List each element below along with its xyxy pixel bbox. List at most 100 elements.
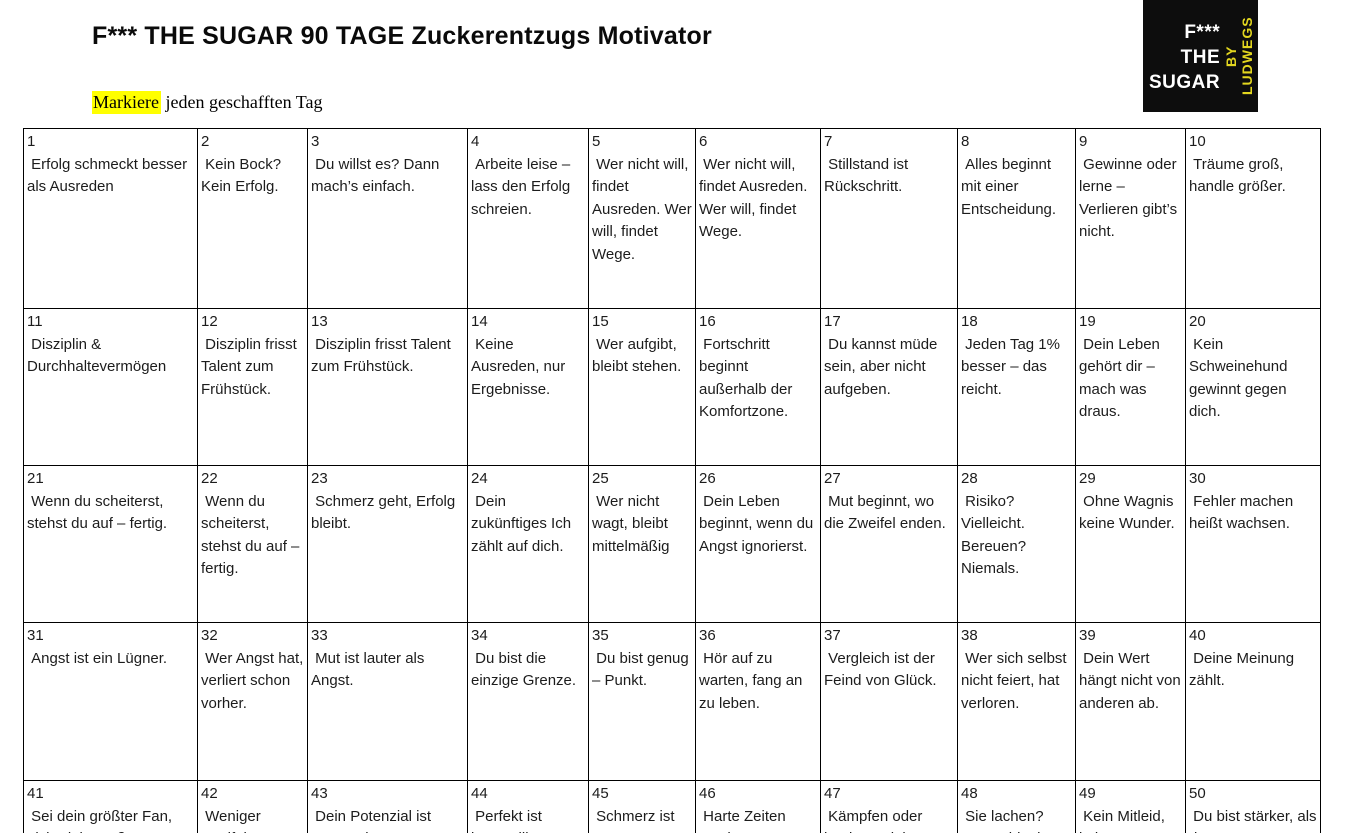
day-number: 4 bbox=[471, 133, 480, 150]
day-cell[interactable]: 39 Dein Wert hängt nicht von anderen ab. bbox=[1075, 622, 1186, 781]
day-quote: Perfekt ist langweilig bbox=[471, 807, 542, 833]
day-number: 32 bbox=[201, 627, 218, 644]
day-cell[interactable]: 11 Disziplin & Durchhaltevermögen bbox=[23, 308, 198, 466]
day-cell[interactable]: 50 Du bist stärker, als du bbox=[1185, 780, 1321, 833]
day-quote: Mut ist lauter als Angst. bbox=[311, 649, 428, 690]
brand-logo: F*** THE SUGAR BY LUDWEGS bbox=[1143, 0, 1258, 112]
day-cell[interactable]: 26 Dein Leben beginnt, wenn du Angst ign… bbox=[695, 465, 821, 623]
day-cell[interactable]: 1 Erfolg schmeckt besser als Ausreden bbox=[23, 128, 198, 309]
day-cell[interactable]: 15 Wer aufgibt, bleibt stehen. bbox=[588, 308, 696, 466]
day-quote: Keine Ausreden, nur Ergebnisse. bbox=[471, 335, 570, 398]
day-quote: Deine Meinung zählt. bbox=[1189, 649, 1299, 690]
day-quote: Vergleich ist der Feind von Glück. bbox=[824, 649, 940, 690]
day-cell[interactable]: 17 Du kannst müde sein, aber nicht aufge… bbox=[820, 308, 958, 466]
day-cell[interactable]: 37 Vergleich ist der Feind von Glück. bbox=[820, 622, 958, 781]
day-cell[interactable]: 6 Wer nicht will, findet Ausreden. Wer w… bbox=[695, 128, 821, 309]
day-quote: Wer nicht will, findet Ausreden. Wer wil… bbox=[699, 155, 812, 241]
calendar-row: 21 Wenn du scheiterst, stehst du auf – f… bbox=[23, 465, 1321, 623]
day-cell[interactable]: 36 Hör auf zu warten, fang an zu leben. bbox=[695, 622, 821, 781]
day-number: 12 bbox=[201, 313, 218, 330]
day-quote: Wenn du scheiterst, stehst du auf – fert… bbox=[201, 492, 304, 578]
day-cell[interactable]: 45 Schmerz ist temporär – bbox=[588, 780, 696, 833]
day-cell[interactable]: 44 Perfekt ist langweilig bbox=[467, 780, 589, 833]
day-number: 1 bbox=[27, 133, 36, 150]
day-quote: Du willst es? Dann mach’s einfach. bbox=[311, 155, 444, 196]
motivator-table: 1 Erfolg schmeckt besser als Ausreden 2 K… bbox=[23, 128, 1321, 833]
day-cell[interactable]: 3 Du willst es? Dann mach’s einfach. bbox=[307, 128, 468, 309]
day-quote: Kein Bock? Kein Erfolg. bbox=[201, 155, 286, 196]
day-quote: Gewinne oder lerne – Verlieren gibt’s ni… bbox=[1079, 155, 1182, 241]
day-number: 17 bbox=[824, 313, 841, 330]
day-number: 43 bbox=[311, 785, 328, 802]
day-quote: Wer nicht will, findet Ausreden. Wer wil… bbox=[592, 155, 692, 263]
day-quote: Wenn du scheiterst, stehst du auf – fert… bbox=[27, 492, 168, 533]
day-number: 47 bbox=[824, 785, 841, 802]
day-number: 9 bbox=[1079, 133, 1088, 150]
day-cell[interactable]: 2 Kein Bock? Kein Erfolg. bbox=[197, 128, 308, 309]
day-cell[interactable]: 16 Fortschritt beginnt außerhalb der Kom… bbox=[695, 308, 821, 466]
day-quote: Fortschritt beginnt außerhalb der Komfor… bbox=[699, 335, 797, 421]
day-cell[interactable]: 28 Risiko? Vielleicht. Bereuen? Niemals. bbox=[957, 465, 1076, 623]
day-cell[interactable]: 48 Sie lachen? Warte, bis du bbox=[957, 780, 1076, 833]
day-cell[interactable]: 32 Wer Angst hat, verliert schon vorher. bbox=[197, 622, 308, 781]
day-cell[interactable]: 46 Harte Zeiten machen bbox=[695, 780, 821, 833]
day-cell[interactable]: 13 Disziplin frisst Talent zum Frühstück… bbox=[307, 308, 468, 466]
day-cell[interactable]: 25 Wer nicht wagt, bleibt mittelmäßig bbox=[588, 465, 696, 623]
day-cell[interactable]: 5 Wer nicht will, findet Ausreden. Wer w… bbox=[588, 128, 696, 309]
instruction-highlight: Markiere bbox=[92, 91, 161, 114]
day-quote: Kein Schweinehund gewinnt gegen dich. bbox=[1189, 335, 1292, 421]
day-cell[interactable]: 43 Dein Potenzial ist grenzenlos bbox=[307, 780, 468, 833]
day-number: 24 bbox=[471, 470, 488, 487]
day-cell[interactable]: 19 Dein Leben gehört dir – mach was drau… bbox=[1075, 308, 1186, 466]
day-cell[interactable]: 10 Träume groß, handle größer. bbox=[1185, 128, 1321, 309]
day-quote: Sie lachen? Warte, bis du bbox=[961, 807, 1049, 833]
day-cell[interactable]: 34 Du bist die einzige Grenze. bbox=[467, 622, 589, 781]
day-cell[interactable]: 7 Stillstand ist Rückschritt. bbox=[820, 128, 958, 309]
day-number: 36 bbox=[699, 627, 716, 644]
instruction-rest: jeden geschafften Tag bbox=[160, 92, 323, 112]
day-number: 5 bbox=[592, 133, 601, 150]
day-number: 25 bbox=[592, 470, 609, 487]
day-cell[interactable]: 8 Alles beginnt mit einer Entscheidung. bbox=[957, 128, 1076, 309]
day-cell[interactable]: 40 Deine Meinung zählt. bbox=[1185, 622, 1321, 781]
day-quote: Stillstand ist Rückschritt. bbox=[824, 155, 913, 196]
day-cell[interactable]: 24 Dein zukünftiges Ich zählt auf dich. bbox=[467, 465, 589, 623]
day-cell[interactable]: 31 Angst ist ein Lügner. bbox=[23, 622, 198, 781]
day-number: 2 bbox=[201, 133, 210, 150]
day-cell[interactable]: 41 Sei dein größter Fan, nicht dein größ… bbox=[23, 780, 198, 833]
day-cell[interactable]: 9 Gewinne oder lerne – Verlieren gibt’s … bbox=[1075, 128, 1186, 309]
day-number: 48 bbox=[961, 785, 978, 802]
day-cell[interactable]: 21 Wenn du scheiterst, stehst du auf – f… bbox=[23, 465, 198, 623]
day-quote: Du bist die einzige Grenze. bbox=[471, 649, 577, 690]
day-cell[interactable]: 42 Weniger zweifeln bbox=[197, 780, 308, 833]
day-cell[interactable]: 47 Kämpfen oder heulen – deine bbox=[820, 780, 958, 833]
day-number: 19 bbox=[1079, 313, 1096, 330]
day-quote: Disziplin & Durchhaltevermögen bbox=[27, 335, 167, 376]
day-cell[interactable]: 22 Wenn du scheiterst, stehst du auf – f… bbox=[197, 465, 308, 623]
day-number: 3 bbox=[311, 133, 320, 150]
day-quote: Mut beginnt, wo die Zweifel enden. bbox=[824, 492, 946, 533]
day-quote: Wer nicht wagt, bleibt mittelmäßig bbox=[592, 492, 673, 555]
day-number: 42 bbox=[201, 785, 218, 802]
day-cell[interactable]: 49 Kein Mitleid, kein bbox=[1075, 780, 1186, 833]
day-cell[interactable]: 4 Arbeite leise – lass den Erfolg schrei… bbox=[467, 128, 589, 309]
brand-logo-byline: BY LUDWEGS bbox=[1223, 16, 1256, 96]
day-cell[interactable]: 18 Jeden Tag 1% besser – das reicht. bbox=[957, 308, 1076, 466]
day-cell[interactable]: 27 Mut beginnt, wo die Zweifel enden. bbox=[820, 465, 958, 623]
day-cell[interactable]: 30 Fehler machen heißt wachsen. bbox=[1185, 465, 1321, 623]
day-cell[interactable]: 20 Kein Schweinehund gewinnt gegen dich. bbox=[1185, 308, 1321, 466]
day-cell[interactable]: 23 Schmerz geht, Erfolg bleibt. bbox=[307, 465, 468, 623]
day-cell[interactable]: 38 Wer sich selbst nicht feiert, hat ver… bbox=[957, 622, 1076, 781]
day-quote: Risiko? Vielleicht. Bereuen? Niemals. bbox=[961, 492, 1031, 578]
day-number: 28 bbox=[961, 470, 978, 487]
day-number: 18 bbox=[961, 313, 978, 330]
day-cell[interactable]: 29 Ohne Wagnis keine Wunder. bbox=[1075, 465, 1186, 623]
day-cell[interactable]: 12 Disziplin frisst Talent zum Frühstück… bbox=[197, 308, 308, 466]
day-cell[interactable]: 33 Mut ist lauter als Angst. bbox=[307, 622, 468, 781]
day-quote: Wer aufgibt, bleibt stehen. bbox=[592, 335, 682, 376]
day-number: 39 bbox=[1079, 627, 1096, 644]
day-cell[interactable]: 35 Du bist genug – Punkt. bbox=[588, 622, 696, 781]
page-title: F*** THE SUGAR 90 TAGE Zuckerentzugs Mot… bbox=[92, 22, 712, 50]
calendar-row: 1 Erfolg schmeckt besser als Ausreden 2 K… bbox=[23, 128, 1321, 309]
day-cell[interactable]: 14 Keine Ausreden, nur Ergebnisse. bbox=[467, 308, 589, 466]
